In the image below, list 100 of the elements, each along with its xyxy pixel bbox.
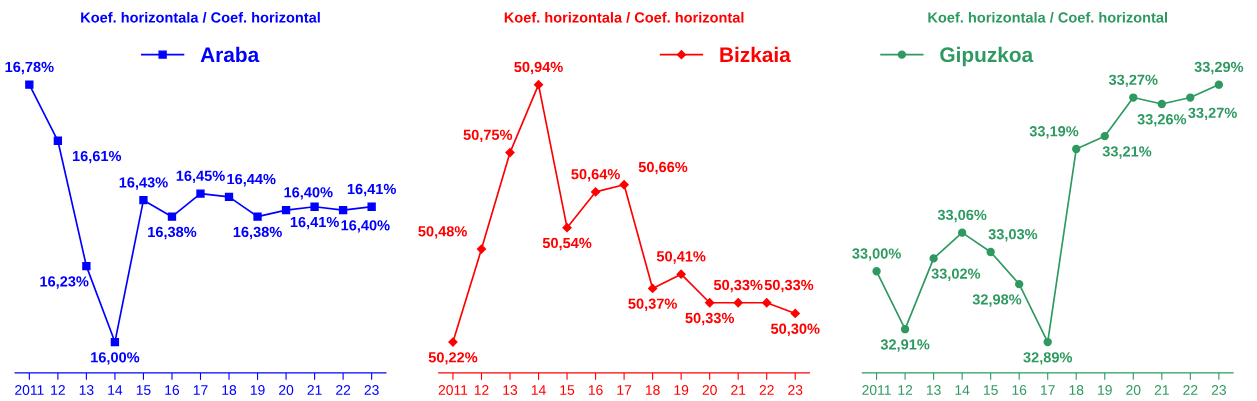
data-label: 50,64% [571, 168, 620, 182]
data-label: 16,44% [227, 173, 276, 187]
point [310, 202, 319, 211]
data-label: 32,89% [1023, 352, 1073, 365]
point [762, 298, 772, 308]
data-label: 33,26% [1137, 114, 1187, 127]
point [929, 254, 938, 263]
data-label: 33,00% [852, 248, 901, 261]
data-label: 16,23% [40, 276, 89, 289]
x-tick-label: 12 [51, 385, 65, 395]
legend-label: Araba [200, 46, 260, 63]
data-label: 16,78% [5, 61, 54, 75]
data-label: 50,75% [463, 129, 513, 143]
data-label: 16,38% [233, 226, 282, 240]
data-label: 16,40% [284, 187, 333, 200]
x-tick-label: 19 [1098, 385, 1112, 395]
point [281, 205, 291, 215]
x-tick-label: 13 [926, 385, 941, 395]
point [448, 337, 458, 347]
x-tick-label: 17 [617, 385, 632, 395]
x-tick-label: 21 [1154, 385, 1169, 395]
point [1015, 279, 1024, 289]
legend-label: Gipuzkoa [940, 46, 1034, 67]
data-label: 50,22% [428, 352, 478, 365]
data-label: 33,27% [1108, 74, 1158, 88]
x-tick-label: 2011 [438, 385, 468, 395]
x-tick-label: 13 [503, 385, 518, 395]
data-label: 16,43% [119, 177, 168, 190]
x-tick-label: 19 [250, 385, 265, 395]
point [676, 269, 686, 279]
data-label: 33,06% [937, 209, 987, 223]
point [705, 298, 715, 308]
data-label: 16,45% [176, 170, 225, 184]
data-label: 16,38% [148, 226, 197, 240]
point [338, 205, 348, 215]
data-label: 50,66% [638, 161, 688, 175]
x-tick-label: 18 [222, 385, 237, 395]
point [139, 196, 148, 205]
data-label: 50,48% [418, 226, 467, 239]
point [562, 223, 572, 233]
x-tick-label: 14 [955, 385, 970, 395]
x-tick-label: 20 [279, 385, 294, 395]
chart-title: Koef. horizontala / Coef. horizontal [504, 11, 744, 23]
point [224, 192, 234, 202]
chart-title: Koef. horizontala / Coef. horizontal [81, 11, 320, 23]
x-tick-label: 23 [364, 385, 379, 395]
point [872, 267, 881, 276]
data-label: 32,91% [880, 339, 930, 352]
data-label: 33,21% [1102, 146, 1152, 159]
x-tick-label: 19 [674, 385, 689, 395]
point [167, 212, 177, 221]
point [1043, 337, 1052, 347]
point [590, 187, 601, 197]
point [1100, 131, 1109, 141]
x-tick-label: 22 [759, 385, 774, 395]
data-label: 32,98% [972, 294, 1022, 307]
x-tick-label: 12 [898, 385, 913, 395]
x-tick-label: 15 [136, 385, 151, 395]
data-label: 33,02% [931, 268, 981, 281]
x-tick-label: 18 [1069, 385, 1084, 395]
x-tick-label: 13 [79, 385, 94, 395]
point [790, 308, 800, 319]
x-tick-label: 18 [645, 385, 660, 395]
x-tick-label: 17 [1041, 385, 1055, 395]
x-tick-label: 12 [474, 385, 489, 395]
point [1157, 99, 1166, 109]
data-label: 50,94% [514, 61, 563, 75]
point [900, 325, 910, 334]
point [253, 212, 262, 221]
data-label: 50,37% [628, 298, 677, 311]
x-tick-label: 2011 [15, 385, 44, 395]
point [1129, 93, 1138, 102]
data-label: 33,29% [1194, 61, 1244, 75]
data-label: 50,30% [770, 323, 820, 336]
point [1186, 93, 1195, 102]
x-tick-label: 21 [731, 385, 746, 395]
chart-title: Koef. horizontala / Coef. horizontal [928, 11, 1167, 23]
data-label: 16,00% [91, 352, 140, 365]
point [648, 283, 658, 294]
x-tick-label: 16 [1012, 385, 1027, 395]
point [367, 202, 376, 211]
x-tick-label: 16 [588, 385, 603, 395]
point [733, 298, 743, 308]
point [196, 189, 205, 198]
point [82, 261, 91, 271]
x-tick-label: 20 [702, 385, 717, 395]
x-tick-label: 20 [1126, 385, 1141, 395]
x-tick-label: 23 [788, 385, 803, 395]
point [110, 337, 120, 347]
point [619, 180, 629, 190]
legend-label: Bizkaia [720, 46, 791, 63]
data-label: 50,33% [685, 312, 735, 326]
point [476, 244, 487, 254]
point [53, 136, 63, 145]
point [957, 228, 967, 237]
x-tick-label: 2011 [862, 385, 891, 395]
data-label: 16,41% [347, 183, 396, 197]
data-label: 50,33% [713, 279, 763, 293]
point [533, 80, 544, 90]
point [505, 147, 515, 158]
